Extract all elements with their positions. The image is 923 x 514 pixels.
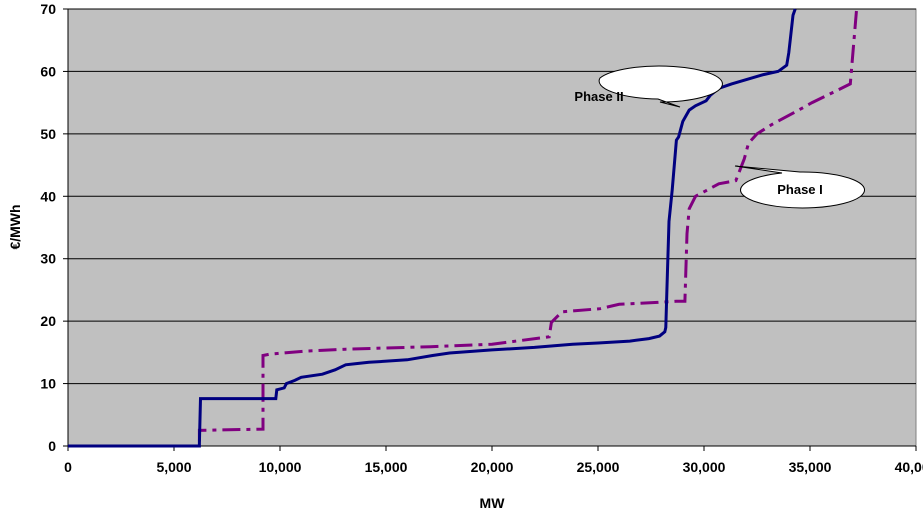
x-tick-label: 15,000 [365,459,408,475]
y-tick-label: 60 [40,63,56,79]
callout-phase-i-label: Phase I [777,182,823,197]
callouts: Phase II Phase I [574,65,865,209]
series-layer [68,8,859,448]
series-line-phase-i [68,8,859,448]
grid-lines [67,8,916,447]
x-tick-label: 35,000 [789,459,832,475]
series-line-phase-ii [68,8,797,448]
y-tick-label: 30 [40,251,56,267]
callout-phase-ii-label: Phase II [574,89,623,104]
y-tick-label: 10 [40,376,56,392]
x-tick-label: 10,000 [259,459,302,475]
y-tick-label: 20 [40,313,56,329]
x-axis-tick-labels: 0 5,000 10,000 15,000 20,000 25,000 30,000 35,0… [64,446,923,475]
callout-phase-ii: Phase II [574,65,723,108]
callout-phase-ii-bubble [598,65,723,108]
x-tick-label: 40,000 [895,459,923,475]
x-tick-label: 0 [64,459,72,475]
x-axis-title: MW [480,495,506,511]
y-tick-label: 40 [40,188,56,204]
x-tick-label: 30,000 [683,459,726,475]
plot-area [67,8,917,447]
y-tick-label: 70 [40,1,56,17]
x-tick-label: 5,000 [156,459,191,475]
x-tick-label: 25,000 [577,459,620,475]
y-tick-label: 50 [40,126,56,142]
y-axis-tick-labels: 0 10 20 30 40 50 60 70 [40,1,68,454]
y-tick-label: 0 [48,438,56,454]
callout-phase-i: Phase I [734,165,865,209]
y-axis-title: €/MWh [7,204,23,249]
x-tick-label: 20,000 [471,459,514,475]
callout-phase-i-bubble [734,165,865,209]
